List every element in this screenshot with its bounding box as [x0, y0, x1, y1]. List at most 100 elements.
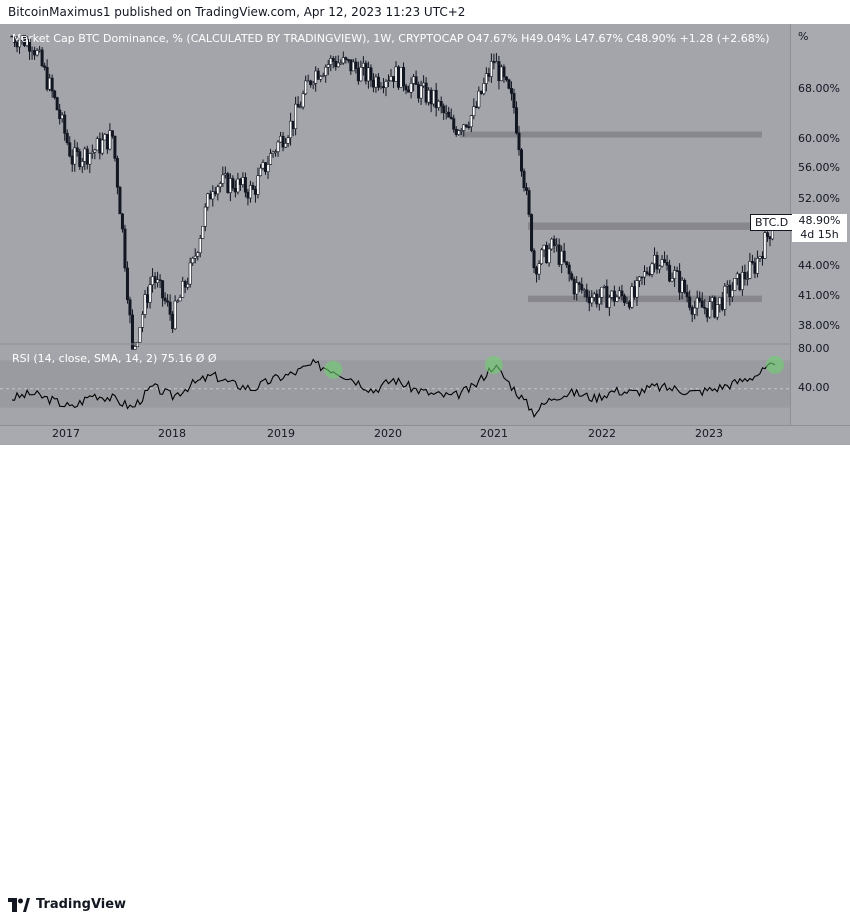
- candle-body: [133, 346, 137, 350]
- candle-body: [412, 76, 416, 84]
- candle-body: [422, 82, 426, 87]
- candle-body: [130, 314, 134, 350]
- candle-body: [359, 66, 363, 82]
- candle-body: [532, 250, 536, 269]
- candle-body: [665, 262, 669, 266]
- candle-body: [256, 175, 260, 195]
- rsi-null-1: Ø: [195, 352, 205, 365]
- candle-body: [457, 130, 461, 135]
- candle-body: [301, 93, 305, 108]
- candle-body: [575, 282, 579, 295]
- candle-body: [334, 61, 338, 68]
- candle-body: [248, 185, 252, 199]
- candle-body: [331, 58, 335, 62]
- candle-body: [683, 279, 687, 293]
- candle-body: [607, 297, 611, 308]
- candle-body: [477, 90, 481, 108]
- candle-body: [502, 66, 506, 78]
- candle-body: [274, 151, 278, 153]
- y-tick-label: 68.00%: [798, 82, 840, 95]
- candle-body: [379, 86, 383, 88]
- y-tick-label: 38.00%: [798, 319, 840, 332]
- candle-body: [758, 256, 762, 259]
- candle-body: [703, 307, 707, 309]
- candle-body: [55, 97, 59, 111]
- candle-body: [53, 90, 57, 98]
- rsi-null-2: Ø: [207, 352, 217, 365]
- candle-body: [135, 342, 139, 347]
- candle-body: [464, 124, 468, 127]
- candle-body: [612, 290, 616, 302]
- candle-body: [648, 273, 652, 276]
- legend-c-value: 48.90%: [634, 32, 677, 45]
- resistance-zone: [528, 222, 762, 230]
- candle-body: [291, 120, 295, 129]
- candle-body: [168, 301, 172, 315]
- rsi-overbought-marker: [484, 356, 503, 374]
- candle-body: [78, 151, 82, 168]
- candle-body: [663, 259, 667, 263]
- candle-body: [765, 232, 769, 237]
- candle-body: [718, 297, 722, 305]
- candle-body: [95, 138, 99, 151]
- candle-body: [50, 77, 54, 92]
- candle-body: [728, 284, 732, 298]
- candle-body: [311, 82, 315, 86]
- candle-body: [161, 280, 165, 299]
- candle-body: [289, 120, 293, 139]
- candle-body: [645, 271, 649, 275]
- candle-body: [344, 57, 348, 60]
- candle-body: [512, 93, 516, 108]
- candle-body: [60, 114, 64, 120]
- chart-svg: [0, 35, 790, 418]
- candle-body: [251, 185, 255, 190]
- candle-body: [45, 67, 49, 90]
- legend-h-label: H: [521, 32, 530, 45]
- candle-body: [279, 135, 283, 143]
- candle-body: [690, 307, 694, 315]
- candle-body: [123, 228, 127, 269]
- candle-body: [673, 270, 677, 279]
- candle-body: [236, 178, 240, 193]
- candle-body: [203, 206, 207, 227]
- candle-body: [632, 286, 636, 298]
- y-tick-label: 52.00%: [798, 192, 840, 205]
- candle-body: [520, 149, 524, 172]
- candle-body: [163, 297, 167, 302]
- candle-body: [40, 49, 44, 67]
- candle-body: [58, 109, 62, 120]
- candle-body: [43, 65, 47, 68]
- candle-body: [452, 118, 456, 130]
- last-price-box: 48.90% 4d 15h: [792, 214, 847, 242]
- chart-legend: Market Cap BTC Dominance, % (CALCULATED …: [12, 32, 770, 45]
- candle-body: [354, 61, 358, 69]
- candle-body: [63, 114, 67, 134]
- tradingview-logo[interactable]: TradingView: [8, 897, 126, 912]
- candle-body: [517, 132, 521, 151]
- candle-body: [88, 153, 92, 165]
- candle-body: [650, 263, 654, 275]
- candle-body: [108, 130, 112, 150]
- candle-body: [507, 79, 511, 89]
- candle-body: [484, 73, 488, 84]
- candle-body: [550, 238, 554, 250]
- rsi-overbought-marker: [324, 360, 343, 379]
- candle-body: [276, 141, 280, 152]
- candle-body: [605, 286, 609, 308]
- time-axis[interactable]: [0, 425, 850, 446]
- candle-body: [424, 82, 428, 103]
- candle-body: [191, 257, 195, 264]
- candle-body: [376, 76, 380, 88]
- candle-body: [560, 250, 564, 265]
- candle-body: [710, 297, 714, 302]
- candle-body: [658, 265, 662, 270]
- candle-body: [635, 280, 639, 298]
- candle-body: [183, 281, 187, 288]
- candle-body: [186, 283, 190, 288]
- candle-body: [713, 297, 717, 318]
- candle-body: [125, 267, 129, 300]
- candle-body: [115, 158, 119, 188]
- candle-body: [693, 307, 697, 315]
- candle-body: [705, 308, 709, 318]
- candle-body: [540, 249, 544, 264]
